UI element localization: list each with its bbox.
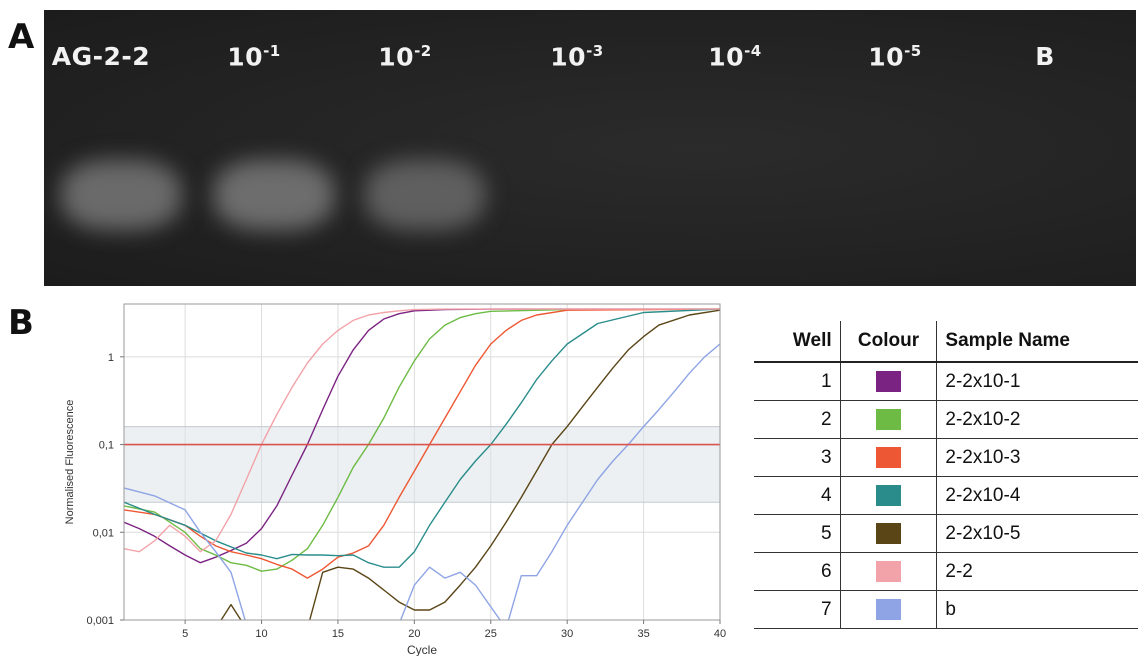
legend-well: 7 [754,590,841,629]
lane-label-base: 10 [550,42,587,72]
legend-row: 3 2-2x10-3 [754,438,1138,477]
legend-row: 5 2-2x10-5 [754,514,1138,553]
legend-colour-cell [839,590,937,629]
x-tick-label: 5 [182,628,188,640]
color-swatch [876,560,901,582]
gel-lane-label: 10-3 [550,42,603,71]
lane-label-exponent: -3 [586,42,604,60]
threshold-band [123,426,721,503]
legend-sample-name: b [936,590,1138,629]
legend-sample-name: 2-2x10-3 [936,438,1138,477]
header-sample-name: Sample Name [936,321,1138,363]
legend-colour-cell [839,476,937,515]
lane-label-base: 10 [378,42,415,72]
gel-lane-label: 10-4 [708,42,761,71]
panel-label-a: A [8,17,35,57]
gel-lane-label: B [1035,42,1055,71]
x-tick-label: 15 [332,628,344,640]
legend-colour-cell [839,361,937,401]
series-line [124,308,720,564]
legend-colour-cell [839,552,937,591]
x-tick-label: 10 [255,628,267,640]
x-axis-label: Cycle [407,643,437,656]
legend-row: 1 2-2x10-1 [754,361,1138,401]
lane-label-exponent: -5 [904,42,922,60]
sample-legend-table: Well Colour Sample Name 1 2-2x10-1 2 2-2x10… [754,321,1138,629]
series-line [124,343,720,620]
color-swatch [876,522,901,544]
color-swatch [876,408,901,430]
lane-label-exponent: -2 [414,42,432,60]
series-line [220,309,720,620]
panel-label-b: B [8,303,34,343]
legend-sample-name: 2-2x10-5 [936,514,1138,553]
gel-lane-label: 10-2 [378,42,431,71]
x-tick-label: 20 [408,628,420,640]
header-well: Well [754,321,841,363]
legend-well: 1 [754,361,841,401]
legend-sample-name: 2-2 [936,552,1138,591]
legend-header-row: Well Colour Sample Name [754,321,1138,363]
lane-label-base: B [1035,42,1055,71]
y-axis-label: Normalised Fluorescence [64,400,76,525]
legend-colour-cell [839,438,937,477]
x-tick-label: 30 [561,628,573,640]
lane-label-base: AG-2-2 [51,42,151,71]
legend-row: 2 2-2x10-2 [754,400,1138,439]
legend-well: 3 [754,438,841,477]
legend-well: 2 [754,400,841,439]
color-swatch [876,370,901,392]
x-tick-label: 25 [485,628,497,640]
color-swatch [876,598,901,620]
color-swatch [876,484,901,506]
amplification-chart: 5 10 15 20 25 30 35 40 0,001 0,01 0,1 1 Cycle Normali… [58,298,730,656]
gel-lane-label: AG-2-2 [52,42,150,71]
gel-electrophoresis-image: AG-2-2 10-1 10-2 10-3 10-4 10-5 B [44,10,1136,286]
gel-band [214,160,334,230]
y-tick-label: 0,1 [99,440,114,452]
legend-sample-name: 2-2x10-4 [936,476,1138,515]
y-tick-label: 1 [108,352,114,364]
legend-row: 6 2-2 [754,552,1138,591]
amplification-chart-svg: 5 10 15 20 25 30 35 40 0,001 0,01 0,1 1 Cycle Normali… [64,303,726,656]
x-tick-label: 35 [637,628,649,640]
gel-lane-label: 10-5 [868,42,921,71]
series-line [124,308,720,568]
header-colour: Colour [839,321,937,363]
legend-sample-name: 2-2x10-1 [936,361,1138,401]
series-line [124,308,720,572]
color-swatch [876,446,901,468]
legend-colour-cell [839,514,937,553]
series-line [124,308,720,579]
legend-sample-name: 2-2x10-2 [936,400,1138,439]
plot-frame [123,303,721,621]
legend-well: 5 [754,514,841,553]
gel-lane-label: 10-1 [227,42,280,71]
legend-well: 6 [754,552,841,591]
gel-band [365,160,485,230]
legend-well: 4 [754,476,841,515]
y-tick-label: 0,01 [93,527,114,539]
lane-label-base: 10 [708,42,745,72]
x-tick-label: 40 [714,628,726,640]
legend-row: 4 2-2x10-4 [754,476,1138,515]
lane-label-exponent: -4 [744,42,762,60]
lane-label-base: 10 [868,42,905,72]
series-line [124,308,720,553]
gel-band [61,160,181,230]
legend-colour-cell [839,400,937,439]
lane-label-exponent: -1 [263,42,281,60]
y-tick-label: 0,001 [86,615,114,627]
lane-label-base: 10 [227,42,264,72]
